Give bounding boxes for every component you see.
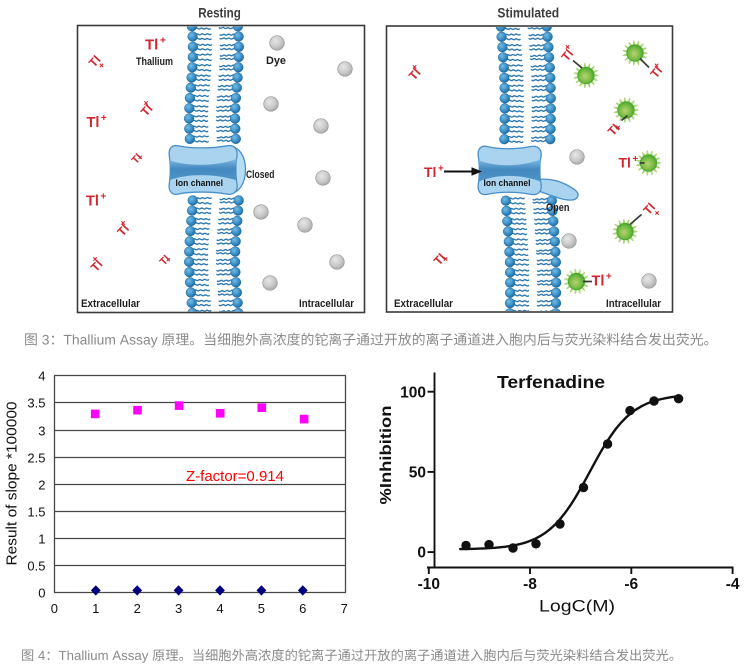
svg-text:Intracellular: Intracellular [299, 298, 355, 310]
svg-text:Terfenadine: Terfenadine [497, 372, 605, 392]
svg-text:Resting: Resting [198, 5, 241, 21]
svg-text:2.5: 2.5 [27, 450, 45, 465]
svg-text:Intracellular: Intracellular [606, 298, 662, 310]
svg-text:7: 7 [341, 601, 348, 616]
svg-text:+: + [163, 254, 174, 265]
svg-text:Extracellular: Extracellular [394, 298, 454, 310]
svg-text:50: 50 [409, 465, 426, 482]
svg-text:Thallium: Thallium [136, 56, 173, 68]
svg-text:Dye: Dye [266, 55, 286, 67]
svg-text:4: 4 [216, 601, 223, 616]
svg-text:-6: -6 [624, 576, 638, 593]
svg-text:Ion channel: Ion channel [176, 178, 224, 189]
svg-text:5: 5 [258, 601, 265, 616]
svg-text:1: 1 [38, 531, 45, 546]
svg-text:-10: -10 [418, 576, 440, 593]
svg-text:3: 3 [175, 601, 182, 616]
svg-text:4: 4 [38, 368, 45, 383]
svg-text:3.5: 3.5 [27, 395, 45, 410]
svg-text:Z-factor=0.914: Z-factor=0.914 [186, 468, 284, 485]
svg-text:0: 0 [417, 545, 426, 562]
svg-text:6: 6 [299, 601, 306, 616]
svg-text:0: 0 [51, 601, 58, 616]
svg-text:-8: -8 [523, 576, 537, 593]
svg-text:Result of slope *100000: Result of slope *100000 [4, 402, 21, 566]
svg-text:1: 1 [92, 601, 99, 616]
svg-text:+: + [135, 152, 146, 163]
svg-text:1.5: 1.5 [27, 504, 45, 519]
svg-text:Extracellular: Extracellular [81, 298, 141, 310]
svg-text:2: 2 [38, 477, 45, 492]
svg-text:3: 3 [38, 423, 45, 438]
svg-text:Closed: Closed [246, 169, 275, 181]
svg-text:-4: -4 [726, 576, 740, 593]
svg-text:2: 2 [134, 601, 141, 616]
svg-text:LogC(M): LogC(M) [539, 598, 615, 616]
svg-text:100: 100 [400, 385, 426, 402]
svg-text:0.5: 0.5 [27, 558, 45, 573]
svg-text:Stimulated: Stimulated [497, 5, 559, 21]
svg-text:Open: Open [546, 202, 570, 214]
svg-text:%Inhibition: %Inhibition [378, 406, 395, 505]
svg-text:0: 0 [38, 585, 45, 600]
svg-text:Ion channel: Ion channel [484, 178, 531, 189]
